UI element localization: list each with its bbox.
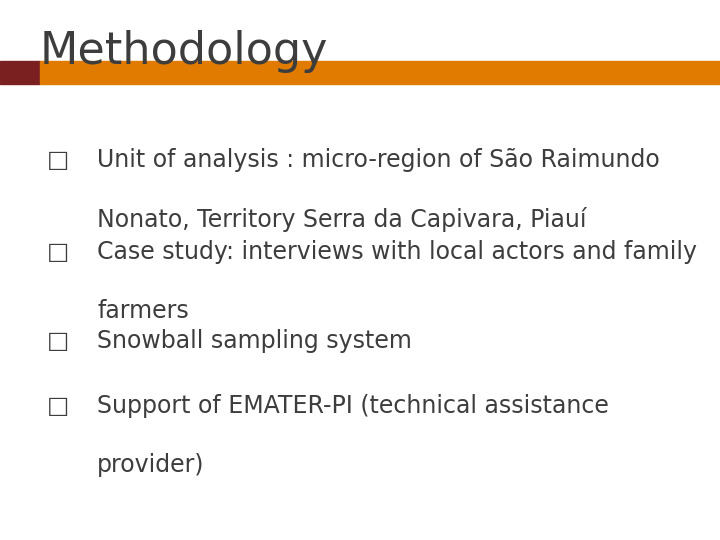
Text: Nonato, Territory Serra da Capivara, Piauí: Nonato, Territory Serra da Capivara, Pia… bbox=[97, 207, 587, 232]
Text: farmers: farmers bbox=[97, 299, 189, 322]
Bar bbox=[0, 61, 40, 84]
Text: □: □ bbox=[46, 394, 69, 418]
Text: Snowball sampling system: Snowball sampling system bbox=[97, 329, 412, 353]
Text: provider): provider) bbox=[97, 453, 204, 476]
Text: Support of EMATER-PI (technical assistance: Support of EMATER-PI (technical assistan… bbox=[97, 394, 609, 418]
Text: □: □ bbox=[46, 240, 69, 264]
Text: □: □ bbox=[46, 148, 69, 172]
Text: Methodology: Methodology bbox=[40, 30, 328, 73]
Bar bbox=[40, 61, 720, 84]
Text: Unit of analysis : micro-region of São Raimundo: Unit of analysis : micro-region of São R… bbox=[97, 148, 660, 172]
Text: Case study: interviews with local actors and family: Case study: interviews with local actors… bbox=[97, 240, 697, 264]
Text: □: □ bbox=[46, 329, 69, 353]
